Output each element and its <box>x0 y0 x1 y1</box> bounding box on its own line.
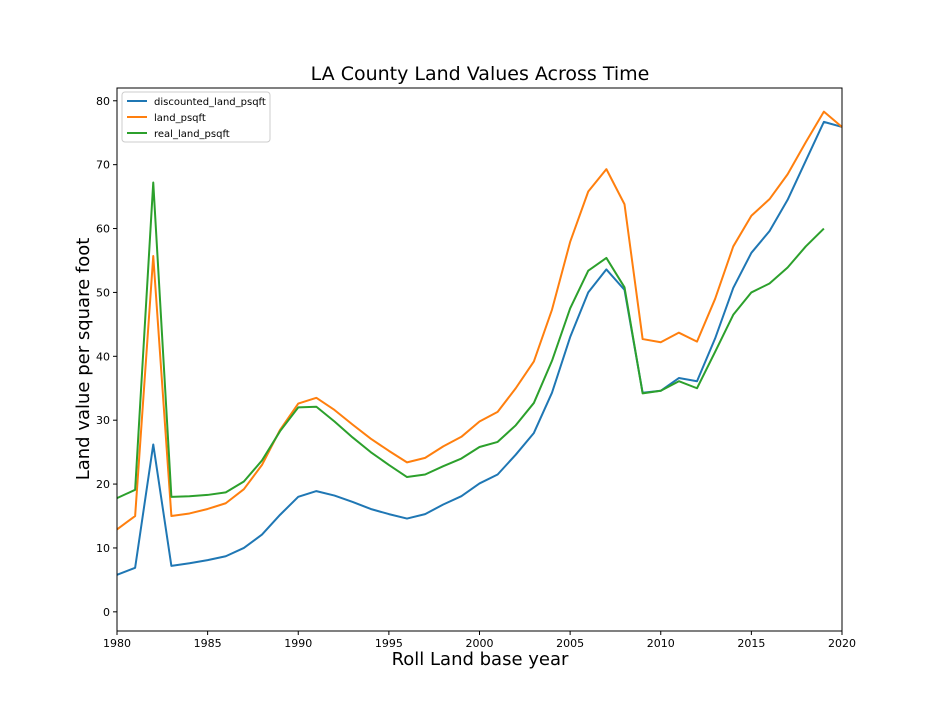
series-lines <box>116 110 843 576</box>
x-tick-label: 1985 <box>194 637 222 650</box>
legend-box <box>121 91 271 143</box>
y-tick-label: 70 <box>96 159 110 172</box>
x-tick-label: 1980 <box>103 637 131 650</box>
legend: discounted_land_psqft land_psqft real_land… <box>121 91 271 143</box>
y-tick-label: 30 <box>96 414 110 427</box>
legend-entry-label: real_land_psqft <box>154 129 230 140</box>
x-axis-label: Roll Land base year <box>392 649 569 670</box>
x-axis-ticks: 1980 1985 1990 1995 2000 2005 2010 2015 2020 <box>103 631 856 650</box>
y-tick-label: 80 <box>96 95 110 108</box>
y-axis-ticks: 0 10 20 30 40 50 60 70 80 <box>96 95 117 619</box>
y-tick-label: 10 <box>96 542 110 555</box>
series-line-land-psqft <box>116 110 843 531</box>
chart-title: LA County Land Values Across Time <box>311 63 650 85</box>
x-tick-label: 2005 <box>556 637 584 650</box>
series-line-real-land-psqft <box>116 181 825 500</box>
x-tick-label: 2010 <box>647 637 675 650</box>
plot-frame <box>116 87 843 632</box>
x-tick-label: 1995 <box>375 637 403 650</box>
y-tick-label: 60 <box>96 223 110 236</box>
legend-entry-label: land_psqft <box>154 113 206 124</box>
x-tick-label: 2020 <box>828 637 856 650</box>
y-tick-label: 40 <box>96 350 110 363</box>
x-tick-label: 2000 <box>466 637 494 650</box>
y-tick-label: 0 <box>103 606 110 619</box>
y-tick-label: 50 <box>96 286 110 299</box>
legend-entry-label: discounted_land_psqft <box>154 97 266 108</box>
y-tick-label: 20 <box>96 478 110 491</box>
y-axis-label: Land value per square foot <box>73 238 94 481</box>
series-line-discounted-land-psqft <box>116 120 843 576</box>
x-tick-label: 2015 <box>737 637 765 650</box>
x-tick-label: 1990 <box>284 637 312 650</box>
